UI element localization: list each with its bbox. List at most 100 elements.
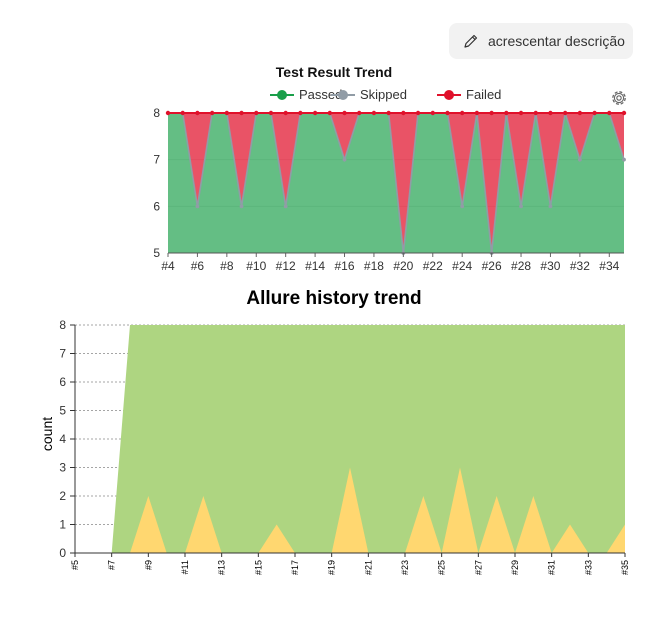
failed-point [298, 110, 303, 116]
x-tick-label: #28 [511, 259, 531, 273]
chart-title: Allure history trend [246, 288, 421, 309]
y-tick-label: 0 [59, 546, 66, 560]
y-tick-label: 6 [59, 375, 66, 389]
x-tick-label: #18 [364, 259, 384, 273]
x-tick-label: #32 [570, 259, 590, 273]
x-tick-label: #15 [253, 560, 263, 575]
legend-marker [277, 90, 287, 100]
y-tick-label: 2 [59, 489, 66, 503]
x-tick-label: #25 [437, 560, 447, 575]
y-tick-label: 5 [153, 246, 160, 260]
y-tick-label: 3 [59, 461, 66, 475]
x-tick-label: #24 [452, 259, 472, 273]
x-tick-label: #35 [620, 560, 630, 575]
x-tick-label: #23 [400, 560, 410, 575]
passed-point [239, 204, 244, 209]
failed-point [401, 110, 406, 116]
failed-point [357, 110, 362, 116]
failed-point [548, 110, 553, 116]
add-description-button[interactable]: acrescentar descrição [449, 23, 633, 59]
x-tick-label: #13 [217, 560, 227, 575]
failed-point [607, 110, 612, 116]
x-tick-label: #14 [305, 259, 325, 273]
x-tick-label: #33 [583, 560, 593, 575]
failed-point [577, 110, 583, 116]
pencil-icon [464, 34, 478, 48]
y-tick-label: 1 [59, 518, 66, 532]
passed-point [519, 204, 523, 209]
x-tick-label: #20 [393, 259, 413, 273]
failed-point [283, 110, 288, 116]
passed-point [548, 204, 553, 209]
passed-point [577, 157, 582, 162]
x-tick-label: #5 [70, 560, 80, 570]
x-tick-label: #27 [473, 560, 483, 575]
y-tick-label: 4 [59, 432, 66, 446]
x-tick-label: #4 [161, 259, 175, 273]
passed-area [75, 325, 625, 553]
failed-point [474, 110, 480, 116]
passed-point [622, 157, 626, 162]
chart-legend: Passed Skipped Failed [270, 87, 501, 102]
failed-point [254, 110, 259, 116]
failed-point [224, 110, 230, 116]
failed-point [415, 110, 421, 116]
failed-point [268, 110, 274, 116]
failed-point [312, 110, 318, 116]
x-tick-label: #34 [599, 259, 619, 273]
failed-point [592, 110, 597, 116]
failed-point [562, 110, 568, 116]
legend-label: Skipped [360, 87, 407, 102]
passed-point [460, 204, 465, 209]
failed-point [371, 110, 377, 116]
x-tick-label: #8 [220, 259, 234, 273]
failed-point [386, 110, 391, 116]
x-tick-label: #16 [335, 259, 355, 273]
legend-label: Failed [466, 87, 501, 102]
x-tick-label: #22 [423, 259, 443, 273]
allure-history-trend-chart: Allure history trend count 0 1 2 3 4 5 6 7 8 #5 #… [39, 288, 630, 575]
y-tick-label: 8 [59, 318, 66, 332]
failed-point [518, 110, 524, 116]
legend-marker [338, 90, 348, 100]
legend-label: Passed [299, 87, 342, 102]
add-description-label: acrescentar descrição [488, 33, 625, 49]
gear-icon[interactable] [612, 91, 626, 105]
x-tick-label: #9 [143, 560, 153, 570]
y-tick-label: 5 [59, 404, 66, 418]
x-tick-label: #29 [510, 560, 520, 575]
x-tick-label: #26 [482, 259, 502, 273]
y-axis-label: count [39, 417, 55, 451]
x-tick-label: #17 [290, 560, 300, 575]
failed-point [621, 110, 627, 116]
passed-point [195, 204, 200, 209]
chart-title: Test Result Trend [276, 64, 392, 80]
failed-point [195, 110, 200, 116]
failed-point [342, 110, 347, 116]
failed-point [489, 110, 494, 116]
failed-point [504, 110, 509, 116]
x-tick-label: #12 [276, 259, 296, 273]
y-tick-label: 6 [153, 199, 160, 213]
x-tick-label: #31 [547, 560, 557, 575]
legend-marker [444, 90, 454, 100]
y-tick-label: 7 [153, 153, 160, 167]
failed-point [430, 110, 435, 116]
x-tick-label: #19 [327, 560, 337, 575]
failed-point [327, 110, 333, 116]
x-tick-label: #6 [191, 259, 205, 273]
x-tick-label: #10 [246, 259, 266, 273]
y-tick-label: 8 [153, 106, 160, 120]
failed-point [445, 110, 450, 116]
skipped-series-line [168, 112, 625, 254]
test-result-trend-chart: Test Result Trend Passed Skipped Failed 5 6… [153, 64, 627, 273]
failed-point [209, 110, 215, 116]
failed-area [75, 467, 625, 553]
failed-point [180, 110, 185, 116]
failed-point [165, 110, 171, 116]
passed-point [342, 157, 347, 162]
x-tick-label: #7 [107, 560, 117, 570]
failed-point [533, 110, 538, 116]
failed-point [239, 110, 244, 116]
